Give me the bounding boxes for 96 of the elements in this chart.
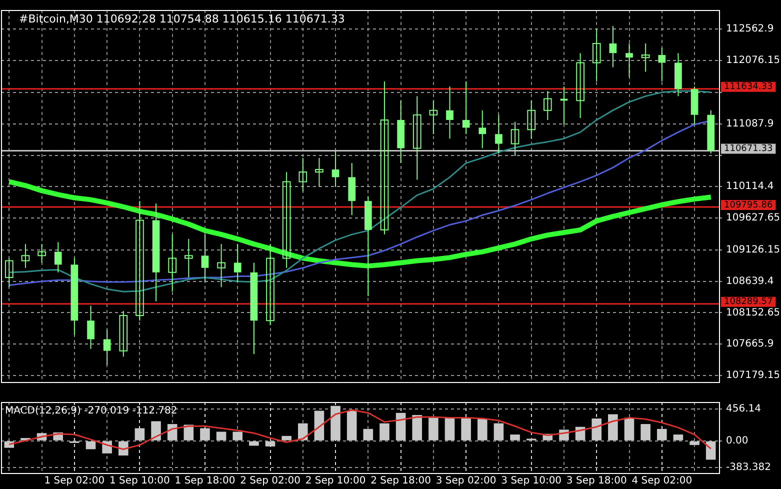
ref-line-label: 108289.57 <box>724 297 773 308</box>
candlestick <box>462 80 470 135</box>
bar <box>314 410 324 440</box>
candlestick <box>429 100 438 135</box>
bar <box>690 441 700 446</box>
candlestick <box>527 100 536 140</box>
bar <box>249 441 259 446</box>
y-tick-label: 0.00 <box>726 435 748 446</box>
candlestick <box>658 47 666 82</box>
candlestick <box>234 244 242 283</box>
candlestick <box>576 52 584 119</box>
candlestick <box>412 96 422 180</box>
candlestick <box>4 258 14 288</box>
chart-title: #Bitcoin,M30 110692.28 110754.88 110615.16 110671.33 <box>19 12 345 26</box>
candlestick <box>626 42 633 78</box>
candlestick <box>315 157 324 188</box>
x-tick-label: 3 Sep 18:00 <box>566 476 627 487</box>
x-tick-label: 3 Sep 10:00 <box>501 476 562 487</box>
candlestick <box>478 110 486 149</box>
candlestick <box>282 172 291 268</box>
candlestick <box>543 90 552 120</box>
bar <box>673 434 684 440</box>
candlestick <box>266 244 274 326</box>
bar <box>330 406 340 440</box>
x-tick-label: 2 Sep 02:00 <box>240 476 300 487</box>
bar <box>640 424 650 440</box>
y-tick-label: 111087.9 <box>726 118 774 130</box>
candlestick <box>641 42 650 72</box>
y-tick-label: 107665.9 <box>726 338 774 350</box>
candlestick <box>21 244 30 268</box>
bar <box>461 418 471 440</box>
x-tick-label: 2 Sep 10:00 <box>305 476 366 487</box>
y-tick-label: 109627.65 <box>726 212 780 224</box>
bar <box>412 414 422 440</box>
bar <box>363 428 374 440</box>
candlestick <box>136 200 144 322</box>
x-tick-label: 3 Sep 02:00 <box>436 476 496 487</box>
x-tick-label: 4 Sep 02:00 <box>632 476 692 487</box>
bar <box>200 428 210 440</box>
bar <box>396 412 406 440</box>
bar <box>494 423 504 440</box>
bar <box>184 424 194 440</box>
candlestick <box>217 244 226 288</box>
candlestick <box>348 162 356 216</box>
chart-title: MACD(12,26,9) -270.019 -112.782 <box>5 406 178 417</box>
candlestick <box>332 150 340 188</box>
bar <box>444 418 455 440</box>
bar <box>232 432 243 440</box>
candlestick <box>560 86 568 125</box>
candlestick <box>592 28 601 82</box>
ref-line-label: 110671.33 <box>724 144 773 154</box>
y-tick-label: -383.382 <box>726 462 771 474</box>
candlestick <box>38 244 46 264</box>
bar <box>428 418 438 440</box>
y-tick-label: 108152.65 <box>726 307 780 318</box>
y-tick-label: 110114.4 <box>726 181 774 192</box>
candlestick <box>380 80 389 235</box>
ref-line-label: 109795.86 <box>724 200 773 210</box>
bar <box>380 423 390 440</box>
candlestick <box>201 234 209 283</box>
y-tick-label: 109126.15 <box>726 244 780 256</box>
bar <box>624 418 634 440</box>
y-tick-label: 456.14 <box>726 404 761 415</box>
candlestick <box>103 329 111 366</box>
bar <box>656 428 667 440</box>
candlestick <box>184 238 193 278</box>
candlestick <box>446 86 454 140</box>
candlestick <box>609 26 617 68</box>
candlestick <box>298 157 308 192</box>
bar <box>134 428 145 440</box>
x-tick-label: 1 Sep 02:00 <box>44 476 105 487</box>
candlestick <box>54 242 62 273</box>
x-tick-label: 1 Sep 18:00 <box>174 476 236 487</box>
x-tick-label: 2 Sep 18:00 <box>370 476 431 487</box>
bar <box>510 434 520 440</box>
candlestick <box>87 305 94 350</box>
bar <box>592 418 602 440</box>
bar <box>86 441 96 450</box>
bar <box>706 441 716 460</box>
y-tick-label: 112076.15 <box>726 55 780 66</box>
y-tick-label: 112562.9 <box>726 24 774 35</box>
candlestick <box>119 310 128 358</box>
y-tick-label: 107179.15 <box>726 370 780 381</box>
bar <box>151 421 161 440</box>
bar <box>346 410 357 440</box>
bar <box>282 436 292 440</box>
y-tick-label: 108639.4 <box>726 276 774 287</box>
candlestick <box>495 114 502 154</box>
bar <box>477 418 488 440</box>
candlestick <box>510 121 520 156</box>
candlestick <box>168 234 177 292</box>
ref-line-label: 111634.33 <box>724 82 773 92</box>
bar <box>265 441 276 446</box>
x-tick-label: 1 Sep 10:00 <box>110 476 170 487</box>
bar <box>216 432 226 440</box>
bar <box>608 414 618 440</box>
